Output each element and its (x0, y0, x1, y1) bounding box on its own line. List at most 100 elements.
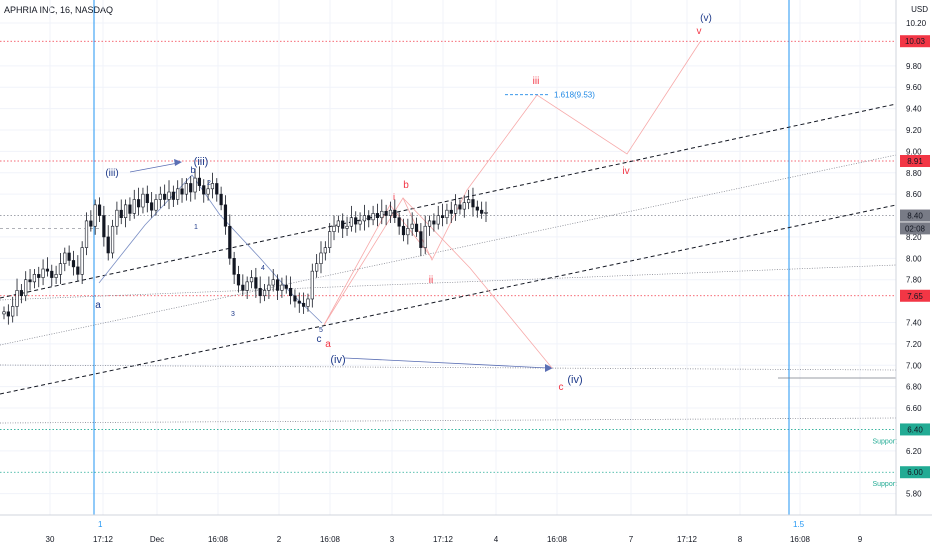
candle-body (223, 204, 228, 227)
arrow-line (129, 162, 179, 173)
wave-label-blue: 5 (319, 327, 323, 334)
x-tick-label: 2 (277, 535, 282, 544)
candle-body (467, 199, 471, 204)
candle-body (419, 231, 423, 248)
y-tick-label: 9.00 (906, 147, 922, 156)
wave-label-blue: 3 (231, 311, 235, 318)
candle-body (141, 193, 145, 208)
price-tag (900, 222, 930, 235)
candle-body (393, 209, 397, 218)
candle-body (154, 199, 158, 211)
candle-body (275, 279, 280, 291)
candle-body (150, 202, 154, 211)
fib-label: 1.618(9.53) (554, 91, 595, 100)
price-tag-label: 10.03 (905, 37, 926, 46)
candle-body (345, 225, 349, 229)
candle-body (358, 220, 362, 225)
candle-body (440, 215, 445, 218)
candle-body (484, 212, 488, 214)
candle-body (202, 185, 206, 195)
candle-body (228, 225, 232, 259)
channel-line (0, 103, 897, 299)
wave-label-blue: b (190, 165, 195, 175)
wave-label-blue: (iii) (105, 168, 118, 179)
candle-body (371, 213, 375, 221)
candle-body (58, 263, 63, 275)
wave-path-red (323, 204, 433, 326)
candle-body (232, 258, 236, 275)
candle-body (267, 284, 271, 291)
trend-line (0, 264, 897, 301)
wave-label-blue: (iii) (194, 156, 209, 168)
candle-body (80, 247, 84, 275)
x-tick-label: 8 (738, 535, 743, 544)
y-tick-label: 9.80 (906, 62, 922, 71)
wave-label-red: i (393, 192, 395, 202)
wave-label-red: a (325, 339, 331, 350)
price-tag-label: 8.91 (907, 157, 923, 166)
price-tag (900, 35, 930, 48)
vertical-line-label: 1 (98, 520, 103, 529)
wave-label-blue: a (95, 300, 101, 311)
y-axis: 10.20 9.80 9.60 9.40 9.20 9.00 8.80 8.60 8.20 8.0… (895, 0, 930, 515)
y-tick-label: 8.60 (906, 190, 922, 199)
candle-body (167, 191, 171, 200)
y-tick-label: 10.20 (906, 19, 927, 28)
price-tag (900, 209, 930, 222)
candle-body (50, 270, 54, 278)
candle-body (102, 215, 106, 238)
grid (0, 0, 896, 515)
price-tag-label: 6.40 (907, 425, 923, 434)
candle-body (471, 199, 475, 208)
wave-label-blue: (v) (700, 13, 712, 24)
x-tick-label: 17:12 (93, 535, 114, 544)
candle-body (388, 209, 393, 216)
candle-body (76, 266, 80, 275)
x-tick-label: 9 (858, 535, 863, 544)
candle-body (367, 215, 371, 221)
candle-body (19, 290, 23, 297)
candle-body (119, 209, 123, 218)
candle-body (28, 279, 32, 283)
x-tick-label: 16:08 (547, 535, 568, 544)
candle-body (475, 206, 479, 211)
y-tick-label: 6.20 (906, 447, 922, 456)
candle-body (480, 209, 484, 214)
candle-body (45, 268, 50, 272)
candle-body (380, 210, 384, 218)
candle-body (6, 311, 10, 317)
candle-body (349, 217, 353, 227)
candle-body (128, 204, 132, 214)
y-tick-label: 5.80 (906, 490, 922, 499)
wave-label-blue: (iv) (567, 374, 582, 386)
candle-body (236, 274, 241, 286)
y-tick-label: 7.40 (906, 318, 922, 327)
candle-body (406, 228, 410, 236)
candle-body (145, 193, 149, 204)
wave-label-red: b (403, 180, 409, 191)
candle-body (132, 199, 136, 214)
candle-body (37, 274, 41, 278)
price-tag-label: 6.00 (907, 468, 923, 477)
candle-body (254, 277, 258, 289)
y-tick-label: 6.80 (906, 383, 922, 392)
x-tick-label: 30 (46, 535, 55, 544)
candle-body (123, 204, 128, 218)
candle-body (184, 183, 188, 195)
candle-body (410, 223, 414, 229)
wave-label-blue: 2 (207, 180, 211, 187)
candle-body (288, 287, 293, 297)
y-tick-label: 7.80 (906, 276, 922, 285)
candle-body (163, 193, 167, 200)
candle-body (84, 220, 89, 248)
candle-body (93, 204, 97, 227)
wave-label-red: iii (533, 76, 540, 87)
arrow-head (545, 364, 553, 372)
candle-body (63, 252, 67, 264)
arrow-head (174, 159, 182, 166)
price-tag (900, 466, 930, 479)
y-tick-label: 7.00 (906, 361, 922, 370)
price-tag (900, 289, 930, 302)
candle-body (115, 209, 119, 227)
